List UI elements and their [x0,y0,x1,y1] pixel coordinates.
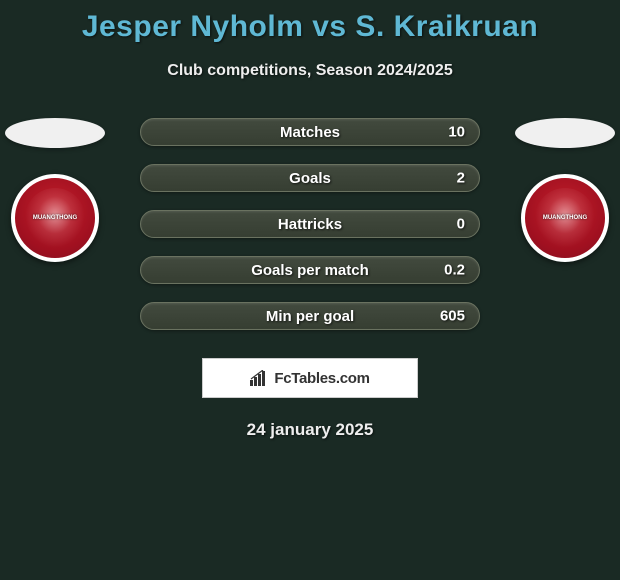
stat-value-right: 10 [448,124,465,141]
player-right-club-badge: MUANGTHONG [521,174,609,262]
club-badge-text: MUANGTHONG [543,215,587,221]
stat-row: Min per goal 605 [140,302,480,330]
stat-value-right: 0 [457,216,465,233]
stat-row: Hattricks 0 [140,210,480,238]
stat-value-right: 2 [457,170,465,187]
date-label: 24 january 2025 [0,420,620,440]
stat-row: Matches 10 [140,118,480,146]
stat-label: Matches [280,124,340,141]
player-left-silhouette [5,118,105,148]
page-title: Jesper Nyholm vs S. Kraikruan [0,0,620,44]
branding-label: FcTables.com [274,370,369,387]
stat-label: Min per goal [266,308,354,325]
stat-label: Goals per match [251,262,369,279]
stat-label: Goals [289,170,331,187]
stat-row: Goals 2 [140,164,480,192]
player-right-column: MUANGTHONG [510,118,620,262]
comparison-card: Jesper Nyholm vs S. Kraikruan Club compe… [0,0,620,440]
player-left-column: MUANGTHONG [0,118,110,262]
stat-label: Hattricks [278,216,342,233]
club-badge-text: MUANGTHONG [33,215,77,221]
stat-value-right: 0.2 [444,262,465,279]
stats-area: MUANGTHONG MUANGTHONG Matches 10 Goals 2 [0,118,620,330]
subtitle: Club competitions, Season 2024/2025 [0,62,620,80]
stat-value-right: 605 [440,308,465,325]
player-left-club-badge: MUANGTHONG [11,174,99,262]
stat-row: Goals per match 0.2 [140,256,480,284]
branding-box[interactable]: FcTables.com [202,358,418,398]
stat-rows: Matches 10 Goals 2 Hattricks 0 Goals per… [140,118,480,330]
player-right-silhouette [515,118,615,148]
chart-icon [250,370,268,386]
